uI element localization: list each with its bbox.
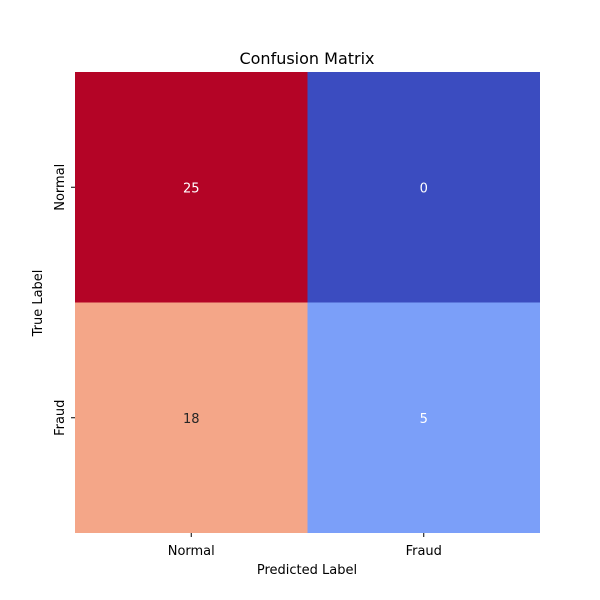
chart-title: Confusion Matrix [239, 49, 374, 68]
heatmap-cell [75, 302, 308, 533]
cell-value-label: 5 [420, 412, 428, 427]
cell-value-label: 18 [183, 412, 200, 427]
heatmap-cell [307, 302, 540, 533]
cell-value-label: 25 [183, 181, 200, 196]
y-axis-ticks: Normal Fraud [53, 164, 75, 436]
x-axis-ticks: Normal Fraud [168, 533, 442, 559]
heatmap-cells [75, 72, 540, 533]
y-tick-label: Normal [53, 164, 68, 211]
x-axis-label: Predicted Label [257, 563, 357, 578]
x-tick-label: Normal [168, 544, 215, 559]
x-tick-label: Fraud [406, 544, 442, 559]
heatmap-cell [307, 72, 540, 303]
y-axis-label: True Label [31, 270, 46, 338]
heatmap-cell [75, 72, 308, 303]
y-tick-label: Fraud [53, 400, 68, 436]
heatmap-cell-labels: 25 0 18 5 [183, 181, 428, 427]
cell-value-label: 0 [420, 181, 428, 196]
